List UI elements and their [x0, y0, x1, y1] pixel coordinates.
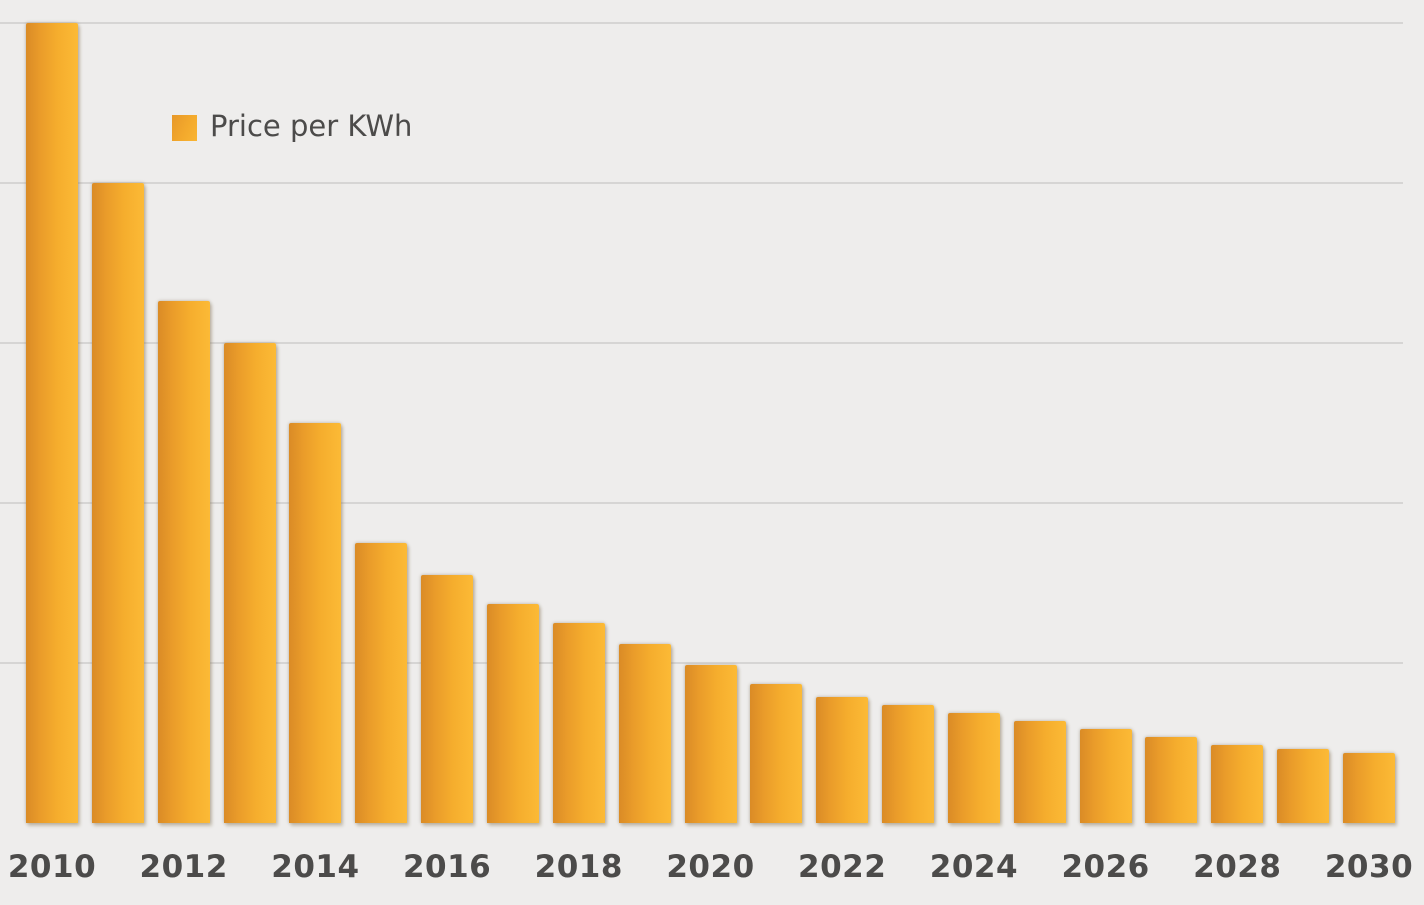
gridline [0, 342, 1403, 344]
x-axis-label-2026: 2026 [1061, 849, 1150, 885]
bar-2023[interactable] [882, 705, 934, 823]
x-axis-label-2014: 2014 [271, 849, 360, 885]
x-axis-label-2018: 2018 [534, 849, 623, 885]
bar-2030[interactable] [1343, 753, 1395, 823]
bar-2028[interactable] [1211, 745, 1263, 823]
bar-2022[interactable] [816, 697, 868, 823]
bar-2026[interactable] [1080, 729, 1132, 823]
bar-2013[interactable] [224, 343, 276, 823]
bar-2018[interactable] [553, 623, 605, 823]
legend[interactable]: Price per KWh [172, 112, 412, 144]
bar-2021[interactable] [750, 684, 802, 823]
bar-2017[interactable] [487, 604, 539, 823]
bar-2025[interactable] [1014, 721, 1066, 823]
x-axis-label-2024: 2024 [929, 849, 1019, 885]
x-axis-label-2028: 2028 [1193, 849, 1282, 885]
x-axis-label-2010: 2010 [7, 849, 97, 885]
gridline [0, 502, 1403, 504]
gridline [0, 182, 1403, 184]
x-axis-label-2030: 2030 [1324, 849, 1414, 885]
gridline [0, 22, 1403, 24]
x-axis-label-2022: 2022 [798, 849, 887, 885]
bar-2011[interactable] [92, 183, 144, 823]
gridline [0, 662, 1403, 664]
x-axis-label-2012: 2012 [139, 849, 228, 885]
x-axis-label-2016: 2016 [402, 849, 492, 885]
bar-2029[interactable] [1277, 749, 1329, 823]
bar-2010[interactable] [26, 23, 78, 823]
bar-2012[interactable] [158, 301, 210, 823]
bar-2019[interactable] [619, 644, 671, 823]
bar-2020[interactable] [685, 665, 737, 823]
bar-2024[interactable] [948, 713, 1000, 823]
legend-swatch-icon [172, 115, 197, 141]
bar-2016[interactable] [421, 575, 473, 823]
bar-2027[interactable] [1145, 737, 1197, 823]
x-axis-label-2020: 2020 [666, 849, 755, 885]
legend-label: Price per KWh [210, 109, 413, 143]
bar-2015[interactable] [355, 543, 407, 823]
bar-2014[interactable] [289, 423, 341, 823]
